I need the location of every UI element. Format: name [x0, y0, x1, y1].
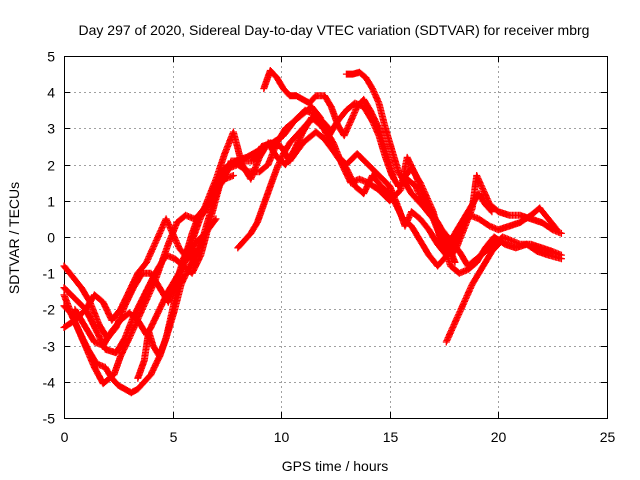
series-track-7	[134, 172, 237, 382]
axis-ticks: 0 5 10 15 20 25 -5 -4 -3 -2 -1 0 1 2 3 4 5	[43, 49, 616, 446]
series-track-9	[342, 68, 459, 266]
y-tick-label: -5	[43, 411, 56, 427]
x-axis-label: GPS time / hours	[282, 458, 389, 474]
x-tick-label: 0	[61, 429, 69, 445]
y-tick-label: 3	[47, 121, 55, 137]
series-layer	[60, 67, 565, 397]
y-tick-label: 4	[47, 85, 55, 101]
y-tick-label: -4	[43, 375, 56, 391]
y-axis-label: SDTVAR / TECUs	[6, 182, 22, 294]
x-tick-label: 10	[274, 429, 290, 445]
series-track-11	[442, 240, 502, 346]
series-track-10	[234, 114, 333, 252]
x-tick-label: 15	[383, 429, 399, 445]
y-tick-label: 0	[47, 230, 55, 246]
y-tick-label: -1	[43, 266, 56, 282]
series-track-8	[260, 67, 398, 183]
chart-title: Day 297 of 2020, Sidereal Day-to-day VTE…	[79, 22, 590, 38]
y-tick-label: 1	[47, 194, 55, 210]
x-tick-label: 5	[170, 429, 178, 445]
series-track-4	[60, 103, 561, 331]
y-tick-label: 2	[47, 158, 55, 174]
x-tick-label: 25	[600, 429, 616, 445]
x-tick-label: 20	[491, 429, 507, 445]
series-track-12	[399, 164, 496, 255]
y-tick-label: -3	[43, 339, 56, 355]
y-tick-label: 5	[47, 49, 55, 65]
y-tick-label: -2	[43, 302, 56, 318]
series-markers	[342, 68, 459, 266]
